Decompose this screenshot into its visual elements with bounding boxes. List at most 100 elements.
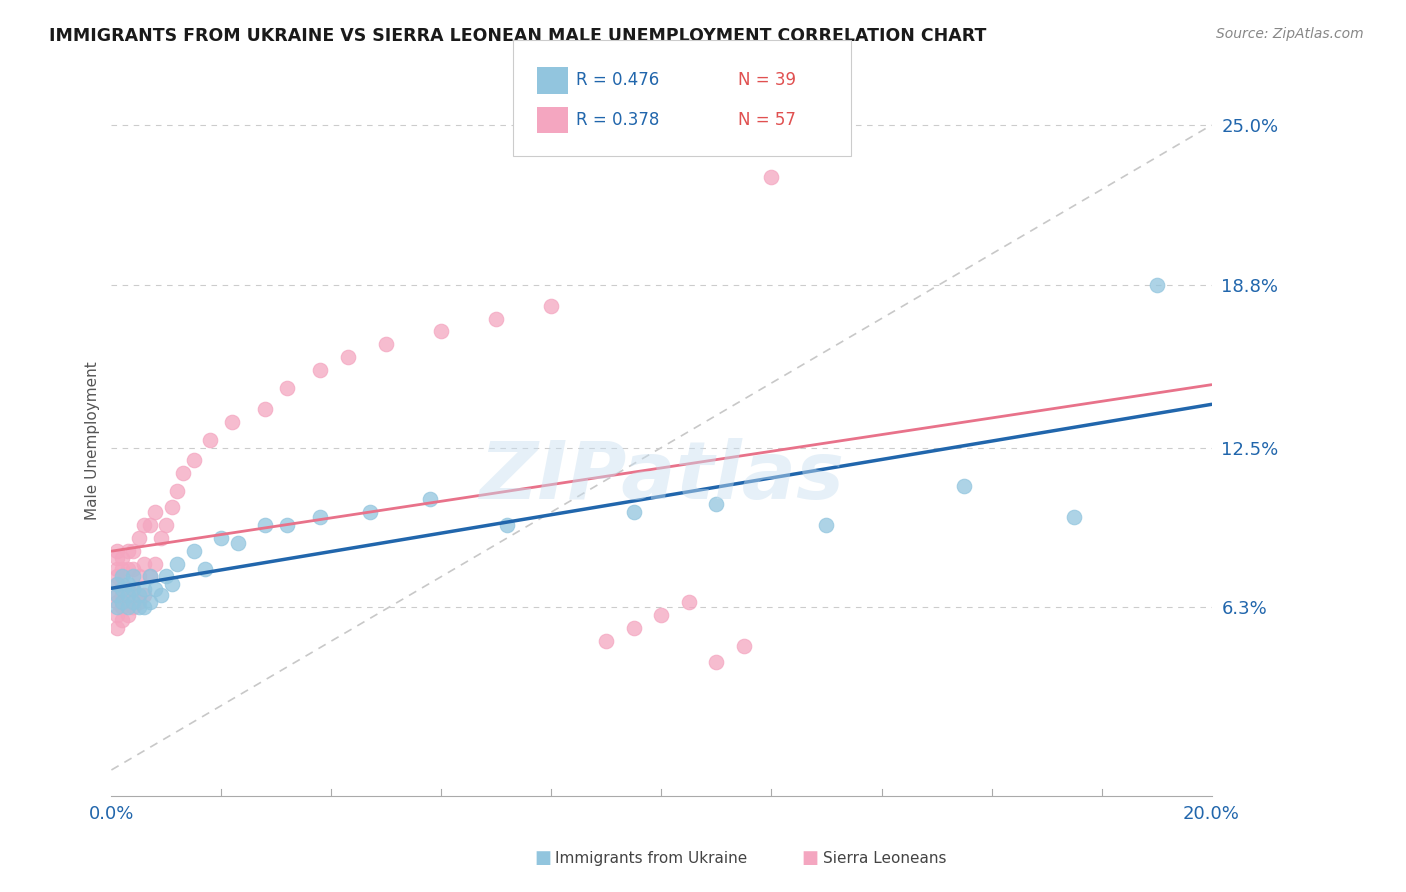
Point [128, 531, 150, 545]
Point [122, 582, 145, 597]
Text: IMMIGRANTS FROM UKRAINE VS SIERRA LEONEAN MALE UNEMPLOYMENT CORRELATION CHART: IMMIGRANTS FROM UKRAINE VS SIERRA LEONEA… [49, 27, 987, 45]
Point [761, 169, 783, 184]
Point [623, 621, 645, 635]
Point [134, 600, 156, 615]
Point [111, 577, 134, 591]
Point [105, 621, 128, 635]
Point [160, 500, 183, 514]
Text: ■: ■ [534, 849, 551, 867]
Point [105, 543, 128, 558]
Point [122, 582, 145, 597]
Point [105, 608, 128, 623]
Point [254, 401, 277, 416]
Point [139, 569, 162, 583]
Text: R = 0.476: R = 0.476 [576, 71, 659, 89]
Point [117, 588, 139, 602]
Point [540, 299, 562, 313]
Point [139, 569, 162, 583]
Text: N = 57: N = 57 [738, 111, 796, 128]
Point [139, 595, 162, 609]
Point [623, 505, 645, 519]
Point [122, 569, 145, 583]
Point [105, 562, 128, 576]
Point [1146, 277, 1168, 292]
Point [105, 588, 128, 602]
Text: Sierra Leoneans: Sierra Leoneans [823, 851, 946, 865]
Point [254, 517, 277, 532]
Point [166, 557, 188, 571]
Point [200, 433, 222, 447]
Point [336, 350, 359, 364]
Point [145, 557, 167, 571]
Point [183, 453, 205, 467]
Point [128, 569, 150, 583]
Point [166, 484, 188, 499]
Point [105, 551, 128, 566]
Point [105, 588, 128, 602]
Point [111, 562, 134, 576]
Text: N = 39: N = 39 [738, 71, 796, 89]
Point [430, 325, 453, 339]
Point [128, 588, 150, 602]
Point [122, 562, 145, 576]
Point [122, 595, 145, 609]
Point [160, 577, 183, 591]
Point [105, 595, 128, 609]
Point [706, 655, 728, 669]
Point [117, 562, 139, 576]
Point [149, 531, 172, 545]
Point [276, 517, 298, 532]
Point [226, 536, 249, 550]
Point [485, 311, 508, 326]
Point [134, 557, 156, 571]
Point [117, 600, 139, 615]
Point [111, 595, 134, 609]
Point [105, 600, 128, 615]
Point [155, 517, 177, 532]
Point [149, 588, 172, 602]
Point [139, 517, 162, 532]
Point [733, 639, 755, 653]
Point [105, 569, 128, 583]
Point [309, 510, 332, 524]
Point [111, 582, 134, 597]
Point [145, 582, 167, 597]
Text: Immigrants from Ukraine: Immigrants from Ukraine [555, 851, 748, 865]
Point [105, 577, 128, 591]
Text: R = 0.378: R = 0.378 [576, 111, 659, 128]
Point [122, 600, 145, 615]
Point [134, 582, 156, 597]
Point [419, 492, 441, 507]
Point [953, 479, 976, 493]
Point [117, 608, 139, 623]
Point [496, 517, 519, 532]
Text: Source: ZipAtlas.com: Source: ZipAtlas.com [1216, 27, 1364, 41]
Point [209, 531, 232, 545]
Point [172, 467, 194, 481]
Point [678, 595, 700, 609]
Text: ZIPatlas: ZIPatlas [479, 438, 844, 516]
Point [111, 613, 134, 627]
Point [145, 505, 167, 519]
Point [375, 337, 398, 351]
Point [122, 543, 145, 558]
Point [706, 497, 728, 511]
Point [134, 588, 156, 602]
Point [155, 569, 177, 583]
Point [111, 569, 134, 583]
Point [276, 381, 298, 395]
Point [134, 517, 156, 532]
Point [128, 595, 150, 609]
Point [359, 505, 381, 519]
Point [183, 543, 205, 558]
Point [111, 551, 134, 566]
Point [650, 608, 672, 623]
Y-axis label: Male Unemployment: Male Unemployment [86, 361, 100, 520]
Point [1063, 510, 1085, 524]
Point [105, 577, 128, 591]
Point [111, 600, 134, 615]
Point [815, 517, 838, 532]
Point [128, 600, 150, 615]
Point [595, 634, 617, 648]
Point [194, 562, 217, 576]
